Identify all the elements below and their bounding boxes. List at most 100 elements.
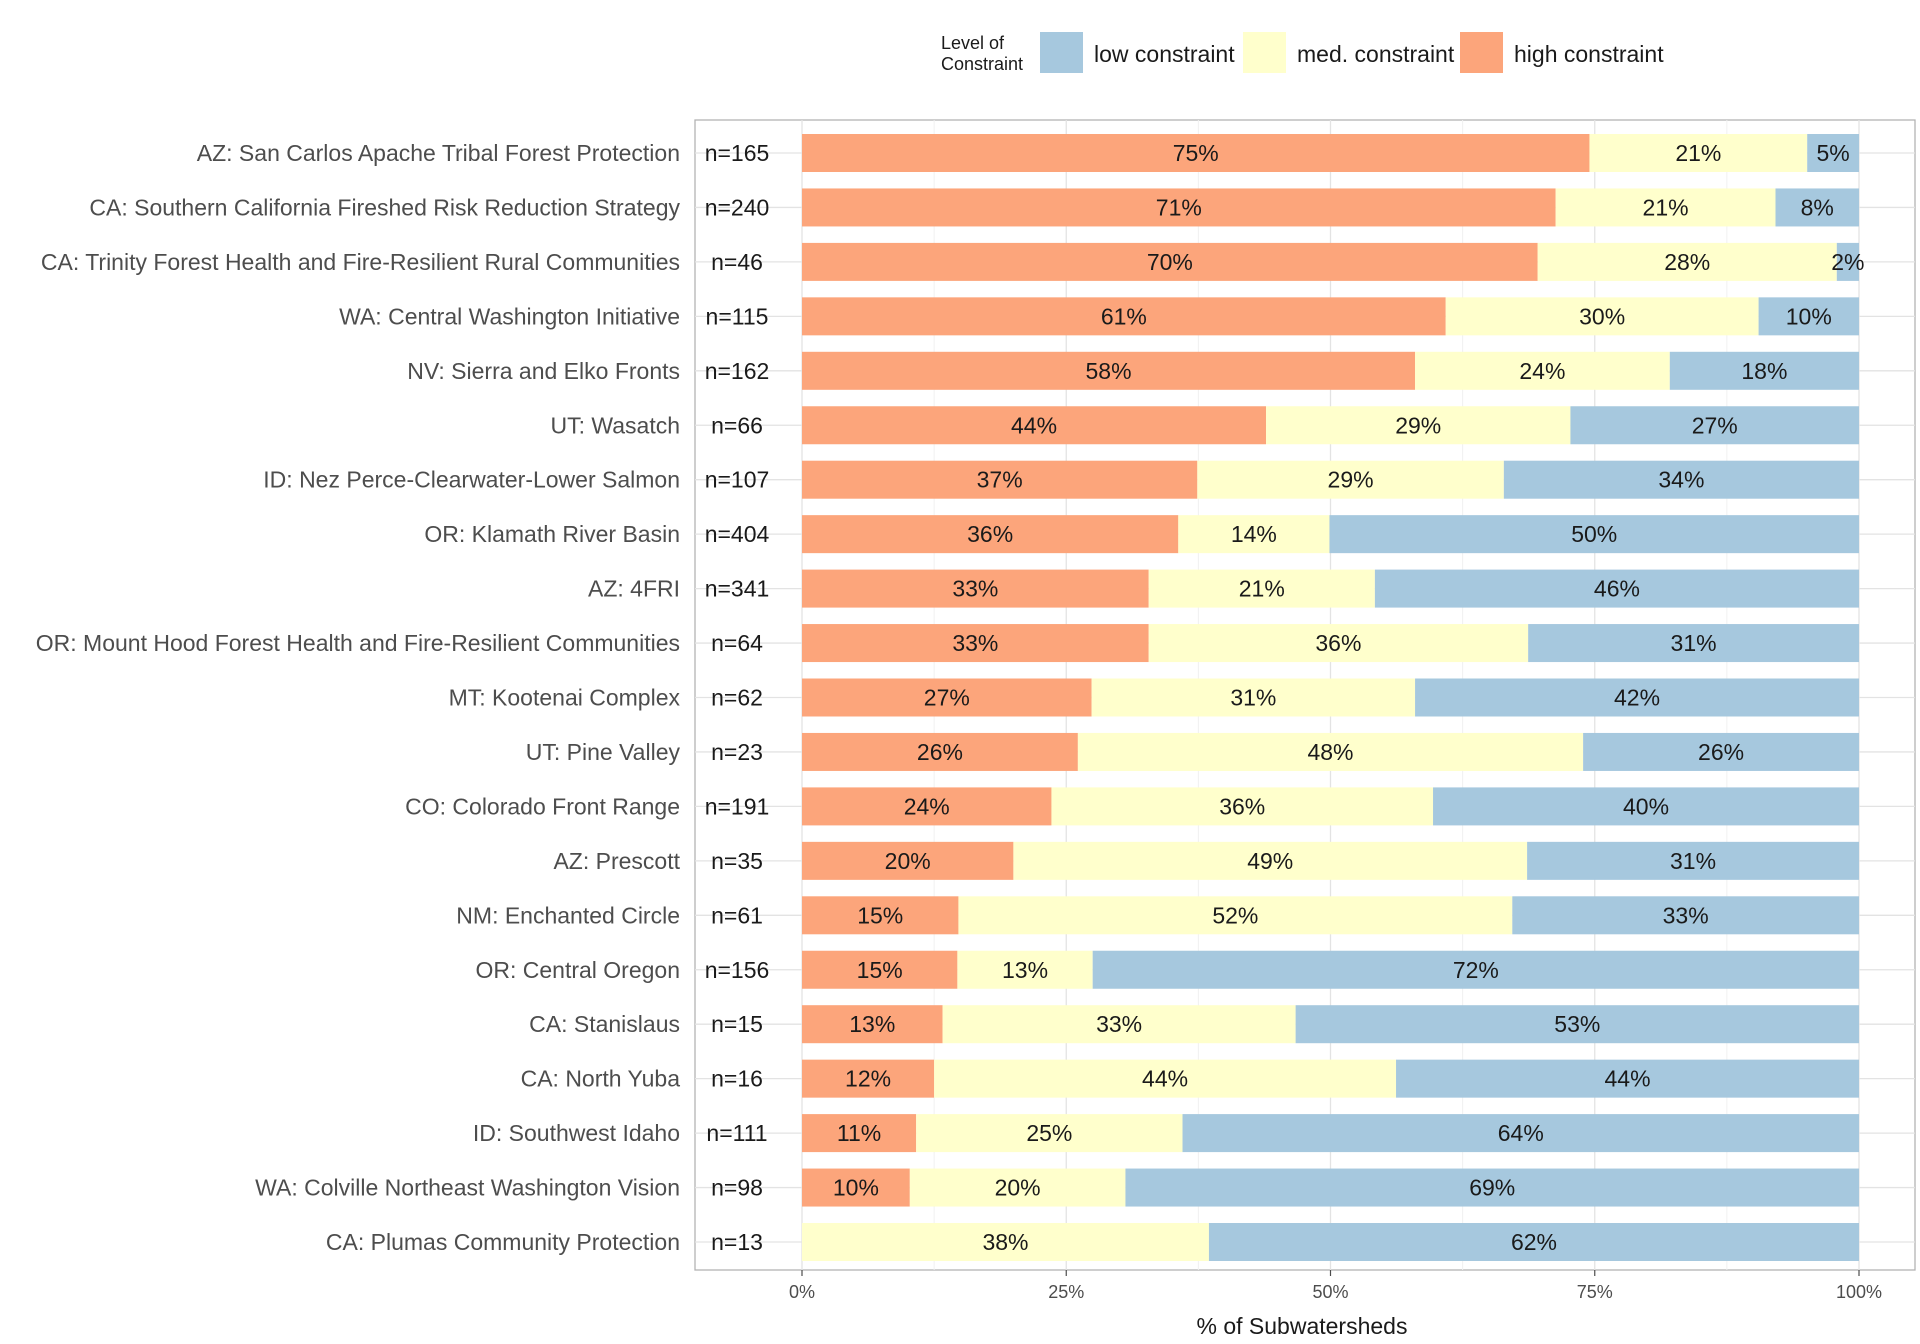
data-label-low: 26%	[1698, 739, 1744, 765]
data-label-med: 24%	[1519, 358, 1565, 384]
legend-title: Level of Constraint	[941, 33, 1023, 74]
bar-segment-low	[1503, 460, 1859, 499]
category-label: MT: Kootenai Complex	[449, 685, 681, 711]
data-label-low: 5%	[1816, 140, 1849, 166]
bar-segment-high	[802, 732, 1078, 771]
bar-segment-high	[802, 1168, 910, 1207]
bar-segment-med	[1148, 624, 1529, 663]
data-label-med: 36%	[1219, 793, 1265, 819]
data-label-med: 44%	[1142, 1066, 1188, 1092]
data-label-low: 33%	[1663, 902, 1709, 928]
bar-segment-med	[1589, 134, 1808, 172]
data-label-low: 62%	[1511, 1229, 1557, 1255]
data-label-high: 15%	[857, 957, 903, 983]
n-label: n=107	[705, 467, 770, 493]
bar-segment-med	[1537, 242, 1837, 281]
data-label-med: 38%	[982, 1229, 1028, 1255]
n-label: n=62	[711, 685, 763, 711]
category-label: CA: Plumas Community Protection	[326, 1229, 680, 1255]
bar-segment-high	[802, 678, 1092, 717]
data-label-med: 49%	[1247, 848, 1293, 874]
category-label: AZ: San Carlos Apache Tribal Forest Prot…	[197, 140, 680, 166]
bar-segment-med	[802, 1223, 1209, 1261]
data-label-med: 48%	[1307, 739, 1353, 765]
data-label-high: 27%	[924, 685, 970, 711]
data-label-low: 34%	[1658, 467, 1704, 493]
data-label-low: 46%	[1594, 576, 1640, 602]
bar-segment-high	[802, 569, 1149, 608]
bar-segment-low	[1415, 678, 1859, 717]
legend-swatch-high	[1460, 32, 1503, 73]
category-label: OR: Mount Hood Forest Health and Fire-Re…	[36, 630, 680, 656]
n-label: n=156	[705, 957, 770, 983]
legend-swatch-low	[1040, 32, 1083, 73]
bar-segment-low	[1836, 242, 1859, 281]
bar-segment-med	[1197, 460, 1504, 499]
n-label: n=162	[705, 358, 770, 384]
legend-swatch-med	[1243, 32, 1286, 73]
bar-segment-med	[942, 1005, 1296, 1044]
bar-segment-med	[1091, 678, 1416, 717]
data-label-high: 75%	[1173, 140, 1219, 166]
data-label-high: 33%	[952, 630, 998, 656]
legend-label-low: low constraint	[1094, 41, 1235, 67]
category-label: AZ: 4FRI	[588, 576, 680, 602]
data-label-med: 31%	[1230, 685, 1276, 711]
bar-segment-high	[802, 624, 1149, 663]
data-label-med: 21%	[1675, 140, 1721, 166]
n-label: n=13	[711, 1229, 763, 1255]
legend-label-med: med. constraint	[1297, 41, 1455, 67]
bar-segment-high	[802, 841, 1014, 880]
bar-segment-low	[1295, 1005, 1859, 1044]
data-label-high: 11%	[837, 1120, 881, 1146]
data-label-med: 21%	[1643, 194, 1689, 220]
bar-segment-high	[802, 351, 1416, 390]
bar-segment-high	[802, 188, 1556, 227]
category-label: AZ: Prescott	[553, 848, 680, 874]
n-label: n=16	[711, 1066, 763, 1092]
bar-segment-low	[1775, 188, 1859, 227]
data-label-high: 44%	[1011, 412, 1057, 438]
n-label: n=240	[705, 194, 770, 220]
data-label-low: 8%	[1801, 194, 1834, 220]
x-tick-label: 0%	[789, 1282, 815, 1302]
data-label-low: 64%	[1498, 1120, 1544, 1146]
bar-segment-med	[1051, 787, 1434, 826]
category-label: CA: North Yuba	[521, 1066, 681, 1092]
bar-segment-low	[1374, 569, 1859, 608]
category-label: NM: Enchanted Circle	[456, 902, 680, 928]
legend-title-line-2: Constraint	[941, 54, 1023, 74]
n-label: n=35	[711, 848, 763, 874]
bar-segment-med	[1415, 351, 1670, 390]
x-axis-title: % of Subwatersheds	[1197, 1313, 1408, 1339]
bar-segment-high	[802, 896, 959, 935]
data-label-low: 18%	[1741, 358, 1787, 384]
data-label-low: 10%	[1786, 303, 1832, 329]
data-label-med: 25%	[1026, 1120, 1072, 1146]
n-label: n=15	[711, 1011, 763, 1037]
data-label-high: 61%	[1101, 303, 1147, 329]
category-label: CA: Trinity Forest Health and Fire-Resil…	[41, 249, 680, 275]
data-label-high: 71%	[1156, 194, 1202, 220]
plot-area: AZ: San Carlos Apache Tribal Forest Prot…	[36, 119, 1916, 1302]
n-label: n=64	[711, 630, 763, 656]
data-label-high: 33%	[952, 576, 998, 602]
bar-segment-high	[802, 460, 1198, 499]
bar-segment-low	[1807, 134, 1859, 172]
bar-segment-med	[1445, 297, 1759, 336]
bar-segment-high	[802, 950, 958, 989]
bar-segment-med	[1077, 732, 1584, 771]
bar-segment-low	[1329, 515, 1859, 554]
category-label: OR: Klamath River Basin	[424, 521, 680, 547]
data-label-med: 29%	[1328, 467, 1374, 493]
bar-segment-med	[909, 1168, 1126, 1207]
data-label-low: 53%	[1554, 1011, 1600, 1037]
bar-segment-high	[802, 1059, 935, 1098]
data-label-low: 44%	[1604, 1066, 1650, 1092]
data-label-high: 37%	[977, 467, 1023, 493]
data-label-med: 29%	[1395, 412, 1441, 438]
bar-segment-med	[1178, 515, 1330, 554]
category-label: CO: Colorado Front Range	[405, 793, 680, 819]
n-label: n=66	[711, 412, 763, 438]
